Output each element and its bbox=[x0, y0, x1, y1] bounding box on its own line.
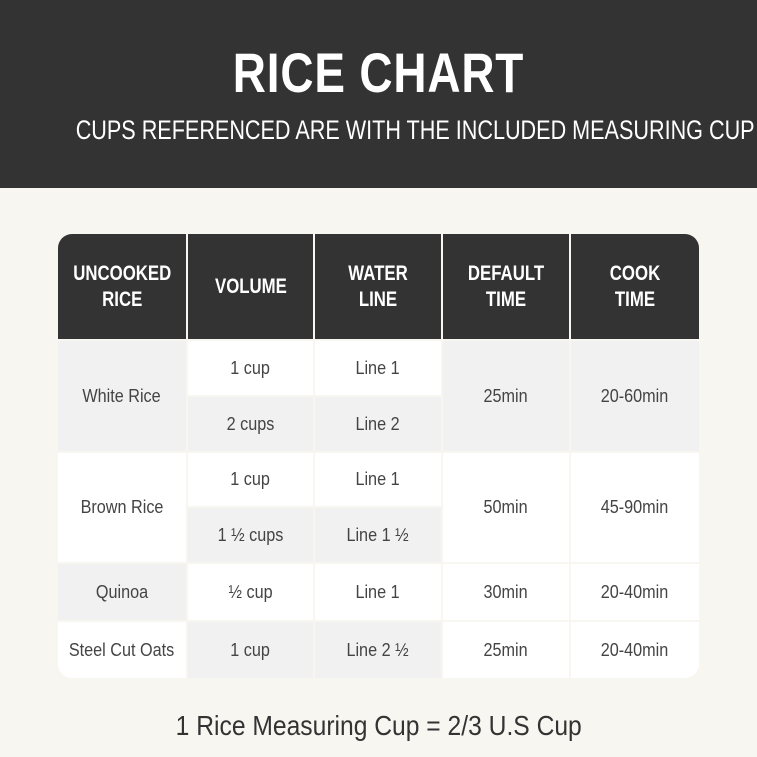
cook-time-cell-text: 45-90min bbox=[601, 497, 669, 517]
rice-cell-text: Quinoa bbox=[95, 581, 149, 602]
rice-cell: Quinoa bbox=[58, 564, 186, 620]
default-time-cell-text: 25min bbox=[483, 385, 529, 406]
cook-time-cell-text: 20-60min bbox=[601, 385, 669, 406]
water-line-cell: Line 1 ½ bbox=[315, 508, 441, 562]
volume-cell-text: ½ cup bbox=[228, 581, 273, 602]
volume-cell-text: 1 cup bbox=[230, 639, 271, 660]
default-time-cell: 50min bbox=[443, 453, 569, 562]
cook-time-cell: 20-40min bbox=[571, 564, 699, 620]
column-header-text: COOK TIME bbox=[609, 261, 661, 311]
volume-cell: 1 cup bbox=[188, 622, 313, 678]
default-time-cell-text: 25min bbox=[483, 639, 529, 660]
rice-table: UNCOOKED RICE VOLUME WATER LINE DEFAULT TIM… bbox=[58, 234, 699, 678]
volume-cell-text: 1 cup bbox=[230, 357, 271, 378]
column-header: UNCOOKED RICE bbox=[58, 234, 186, 339]
cook-time-cell-text: 20-40min bbox=[601, 639, 669, 660]
column-header-text: VOLUME bbox=[214, 274, 287, 298]
water-line-cell-text: Line 1 bbox=[355, 581, 401, 602]
rice-cell: Brown Rice bbox=[58, 453, 186, 562]
rice-cell: White Rice bbox=[58, 341, 186, 451]
water-line-cell: Line 2 ½ bbox=[315, 622, 441, 678]
volume-cell: ½ cup bbox=[188, 564, 313, 620]
cook-time-cell: 20-60min bbox=[571, 341, 699, 451]
default-time-cell: 25min bbox=[443, 622, 569, 678]
column-header: WATER LINE bbox=[315, 234, 441, 339]
volume-cell: 1 ½ cups bbox=[188, 508, 313, 562]
water-line-cell-text: Line 1 bbox=[355, 469, 401, 489]
default-time-cell: 30min bbox=[443, 564, 569, 620]
water-line-cell: Line 1 bbox=[315, 341, 441, 395]
rice-cell-text: White Rice bbox=[82, 385, 162, 406]
cook-time-cell: 45-90min bbox=[571, 453, 699, 562]
column-header-text: UNCOOKED RICE bbox=[73, 261, 172, 311]
footer-note: 1 Rice Measuring Cup = 2/3 U.S Cup bbox=[0, 710, 757, 742]
rice-cell: Steel Cut Oats bbox=[58, 622, 186, 678]
volume-cell: 2 cups bbox=[188, 397, 313, 451]
volume-cell-text: 1 cup bbox=[230, 469, 271, 489]
water-line-cell-text: Line 1 bbox=[355, 357, 401, 378]
volume-cell-text: 1 ½ cups bbox=[217, 524, 284, 545]
default-time-cell-text: 50min bbox=[483, 497, 529, 517]
header-band: RICE CHART CUPS REFERENCED ARE WITH THE … bbox=[0, 0, 757, 188]
water-line-cell-text: Line 2 bbox=[355, 413, 401, 434]
cook-time-cell: 20-40min bbox=[571, 622, 699, 678]
volume-cell: 1 cup bbox=[188, 341, 313, 395]
volume-cell-text: 2 cups bbox=[226, 413, 275, 434]
default-time-cell-text: 30min bbox=[483, 581, 529, 602]
note-text: 1 Rice Measuring Cup = 2/3 U.S Cup bbox=[175, 710, 582, 741]
water-line-cell-text: Line 2 ½ bbox=[346, 639, 410, 660]
column-header: COOK TIME bbox=[571, 234, 699, 339]
volume-cell: 1 cup bbox=[188, 453, 313, 506]
rice-cell-text: Brown Rice bbox=[80, 497, 164, 517]
cook-time-cell-text: 20-40min bbox=[601, 581, 669, 602]
water-line-cell: Line 1 bbox=[315, 564, 441, 620]
water-line-cell-text: Line 1 ½ bbox=[346, 524, 410, 545]
column-header: DEFAULT TIME bbox=[443, 234, 569, 339]
rice-cell-text: Steel Cut Oats bbox=[69, 639, 175, 660]
subtitle: CUPS REFERENCED ARE WITH THE INCLUDED ME… bbox=[75, 115, 755, 145]
title: RICE CHART bbox=[232, 41, 525, 104]
column-header-text: WATER LINE bbox=[348, 261, 408, 311]
column-header-text: DEFAULT TIME bbox=[467, 261, 545, 311]
water-line-cell: Line 2 bbox=[315, 397, 441, 451]
default-time-cell: 25min bbox=[443, 341, 569, 451]
column-header: VOLUME bbox=[188, 234, 313, 339]
water-line-cell: Line 1 bbox=[315, 453, 441, 506]
